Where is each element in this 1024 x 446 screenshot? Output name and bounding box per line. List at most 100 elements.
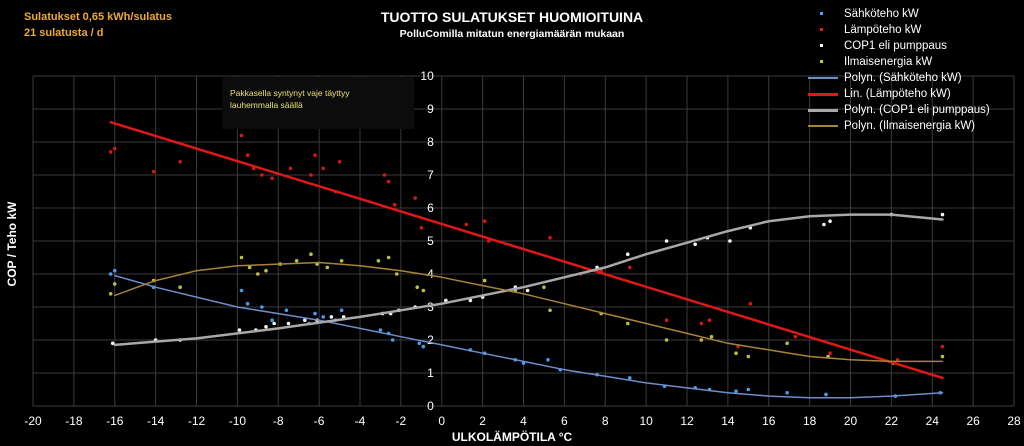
scatter-point [627,265,632,270]
legend-marker [808,6,838,22]
scatter-point [239,133,244,138]
scatter-point [337,160,342,164]
y-tick-label: 8 [427,135,434,149]
x-tick-label: 10 [639,414,653,428]
scatter-point [693,242,697,247]
x-tick-label: 28 [1007,414,1021,428]
scatter-point [303,318,307,323]
scatter-point [341,315,346,319]
scatter-point [785,341,789,346]
y-tick-label: 3 [427,300,434,314]
scatter-point [270,176,274,181]
scatter-point [940,354,945,359]
legend-item: Polyn. (Ilmaisenergia kW) [808,118,1022,134]
y-tick-label: 1 [427,366,434,380]
scatter-point [284,308,289,313]
scatter-point [270,318,274,323]
scatter-point [245,153,250,157]
scatter-point [482,219,487,223]
legend-item: Lin. (Lämpöteho kW) [808,86,1022,102]
scatter-point [546,358,550,362]
scatter-point [464,222,469,227]
scatter-point [321,315,326,319]
legend-marker [808,102,838,118]
x-tick-label: -8 [273,414,284,428]
trend-line [109,120,944,380]
x-tick-label: -18 [65,414,83,428]
scatter-point [112,282,117,286]
scatter-point [728,239,732,243]
legend-item: Polyn. (COP1 eli pumppaus) [808,102,1022,118]
scatter-point [734,351,738,356]
scatter-point [940,344,945,349]
annotation-line-2: lauhemmalla säällä [230,100,303,110]
legend-marker [808,118,838,134]
scatter-point [264,325,268,329]
scatter-point [178,285,182,290]
scatter-point [245,301,250,306]
scatter-point [386,179,391,184]
annotation-line-1: Pakkasella syntynyt vaje täyttyy [230,88,350,98]
legend-label: Sähköteho kW [844,8,919,20]
legend-item: Lämpöteho kW [808,22,1022,38]
scatter-point [309,252,313,256]
scatter-point [286,321,291,326]
legend-marker [808,38,838,54]
scatter-point [309,173,313,177]
scatter-point [664,318,669,323]
scatter-point [325,265,330,270]
x-tick-label: -2 [396,414,407,428]
note-melts-per-day: 21 sulatusta / d [24,27,104,39]
legend-label: Lämpöteho kW [844,24,922,36]
y-tick-label: 0 [427,399,434,413]
scatter-point [709,334,714,339]
y-tick-label: 10 [420,69,434,83]
trend-line [113,213,944,347]
x-tick-label: 0 [438,414,445,428]
x-tick-label: 8 [602,414,609,428]
legend-marker [808,70,838,86]
scatter-point [625,321,630,326]
scatter-point [247,265,252,270]
x-tick-label: 20 [844,414,858,428]
scatter-point [237,328,242,332]
x-tick-label: -16 [106,414,124,428]
x-tick-label: -4 [355,414,366,428]
scatter-point [264,268,268,273]
scatter-point [382,173,387,177]
x-tick-label: 2 [479,414,486,428]
x-tick-label: 18 [803,414,817,428]
scatter-point [486,239,491,243]
scatter-point [625,252,630,256]
scatter-point [525,288,530,293]
y-axis-label: COP / Teho kW [5,201,19,287]
scatter-point [110,341,115,346]
x-tick-label: 26 [966,414,980,428]
scatter-point [824,392,828,397]
scatter-point [699,321,704,326]
scatter-point [260,173,264,177]
scatter-point [108,150,113,154]
scatter-point [482,278,487,283]
scatter-point [392,202,397,207]
legend-item: COP1 eli pumppaus [808,38,1022,54]
scatter-point [548,308,552,313]
scatter-point [421,288,426,293]
scatter-point [112,146,117,151]
legend-label: Lin. (Lämpöteho kW) [844,88,951,100]
scatter-point [378,328,383,332]
scatter-point [178,160,182,164]
scatter-point [329,315,334,319]
scatter-point [417,341,422,346]
y-tick-label: 6 [427,201,434,215]
scatter-point [419,226,424,230]
legend-label: Polyn. (Ilmaisenergia kW) [844,120,976,132]
scatter-point [390,338,395,342]
scatter-point [699,338,704,342]
scatter-point [828,351,832,356]
x-tick-label: 12 [680,414,694,428]
scatter-point [707,318,712,323]
scatter-point [376,259,381,263]
x-tick-label: 16 [762,414,776,428]
scatter-point [748,301,753,306]
